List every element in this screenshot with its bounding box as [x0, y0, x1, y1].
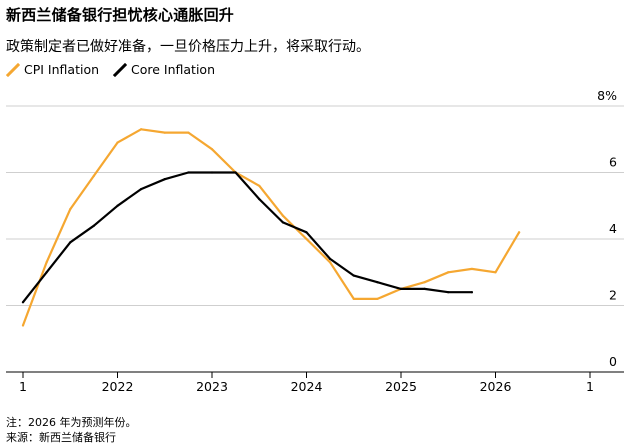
- x-tick-label-5: 2026: [480, 379, 512, 394]
- legend-label-core: Core Inflation: [131, 62, 216, 77]
- data-point-core-8: [210, 171, 214, 174]
- y-tick-label-6: 6: [609, 155, 617, 170]
- note-forecast: 注：2026 年为预测年份。: [6, 416, 137, 429]
- data-point-core-1: [45, 271, 48, 274]
- series-line-cpi: [21, 128, 521, 327]
- data-point-cpi-14: [352, 297, 355, 300]
- legend-swatch-cpi: [6, 62, 20, 77]
- x-tick-label-4: 2025: [385, 379, 417, 394]
- data-point-core-2: [69, 241, 72, 244]
- data-point-cpi-8: [210, 148, 214, 151]
- data-point-core-6: [163, 178, 166, 181]
- data-point-cpi-10: [258, 184, 261, 187]
- data-point-cpi-3: [92, 174, 95, 177]
- data-point-cpi-20: [494, 271, 497, 274]
- x-tick-label-1: 2022: [102, 379, 134, 394]
- data-point-cpi-18: [447, 271, 450, 274]
- data-point-cpi-15: [376, 297, 379, 300]
- data-point-core-5: [140, 188, 143, 191]
- data-point-cpi-5: [140, 128, 143, 131]
- data-point-core-12: [305, 231, 308, 234]
- data-point-core-10: [258, 198, 261, 201]
- y-axis-labels: 0 2 4 6 8%: [597, 88, 617, 369]
- data-point-cpi-7: [187, 131, 190, 134]
- x-tick-label-0: 1: [19, 379, 27, 394]
- data-point-core-18: [447, 291, 450, 294]
- series-lines: [21, 128, 521, 327]
- data-point-cpi-19: [470, 267, 473, 271]
- legend: CPI Inflation Core Inflation: [6, 62, 229, 77]
- y-tick-label-0: 0: [609, 354, 617, 369]
- x-axis: 1 2022 2023 2024 2025 2026 1: [6, 371, 624, 394]
- data-point-cpi-17: [423, 281, 426, 284]
- legend-swatch-core: [113, 62, 128, 77]
- data-point-cpi-0: [21, 324, 25, 327]
- x-tick-label-2: 2023: [196, 379, 228, 394]
- x-tick-label-3: 2024: [291, 379, 323, 394]
- chart-subtitle: 政策制定者已做好准备，一旦价格压力上升，将采取行动。: [6, 39, 370, 55]
- data-point-core-15: [376, 281, 379, 284]
- data-point-cpi-2: [69, 207, 72, 211]
- data-point-cpi-4: [116, 141, 119, 144]
- chart-notes: 注：2026 年为预测年份。 来源：新西兰储备银行: [6, 415, 137, 445]
- data-point-core-14: [352, 274, 355, 277]
- data-point-cpi-21: [518, 231, 521, 234]
- data-point-core-17: [423, 287, 426, 290]
- chart-title: 新西兰储备银行担忧核心通胀回升: [6, 6, 235, 24]
- data-point-cpi-12: [305, 237, 308, 241]
- data-point-cpi-11: [281, 214, 284, 217]
- grid-lines: [6, 105, 624, 306]
- data-point-core-13: [329, 257, 332, 261]
- data-point-core-19: [470, 291, 473, 294]
- data-point-core-9: [234, 171, 237, 174]
- data-point-core-16: [399, 287, 403, 290]
- y-tick-label-2: 2: [609, 288, 617, 303]
- y-tick-label-4: 4: [609, 221, 617, 236]
- data-point-core-0: [21, 301, 25, 304]
- y-tick-label-8: 8%: [597, 88, 617, 103]
- data-point-core-3: [92, 224, 95, 227]
- data-point-core-4: [116, 204, 119, 207]
- data-point-cpi-13: [329, 261, 332, 264]
- series-line-core: [21, 171, 473, 304]
- data-point-core-11: [281, 221, 284, 224]
- legend-label-cpi: CPI Inflation: [24, 62, 100, 77]
- legend-item-core: Core Inflation: [113, 62, 215, 77]
- data-point-cpi-1: [45, 261, 48, 264]
- legend-item-cpi: CPI Inflation: [6, 62, 99, 77]
- note-source: 来源：新西兰储备银行: [6, 431, 116, 444]
- x-tick-label-6: 1: [586, 379, 594, 394]
- data-point-cpi-6: [163, 131, 166, 134]
- data-point-core-7: [187, 171, 190, 174]
